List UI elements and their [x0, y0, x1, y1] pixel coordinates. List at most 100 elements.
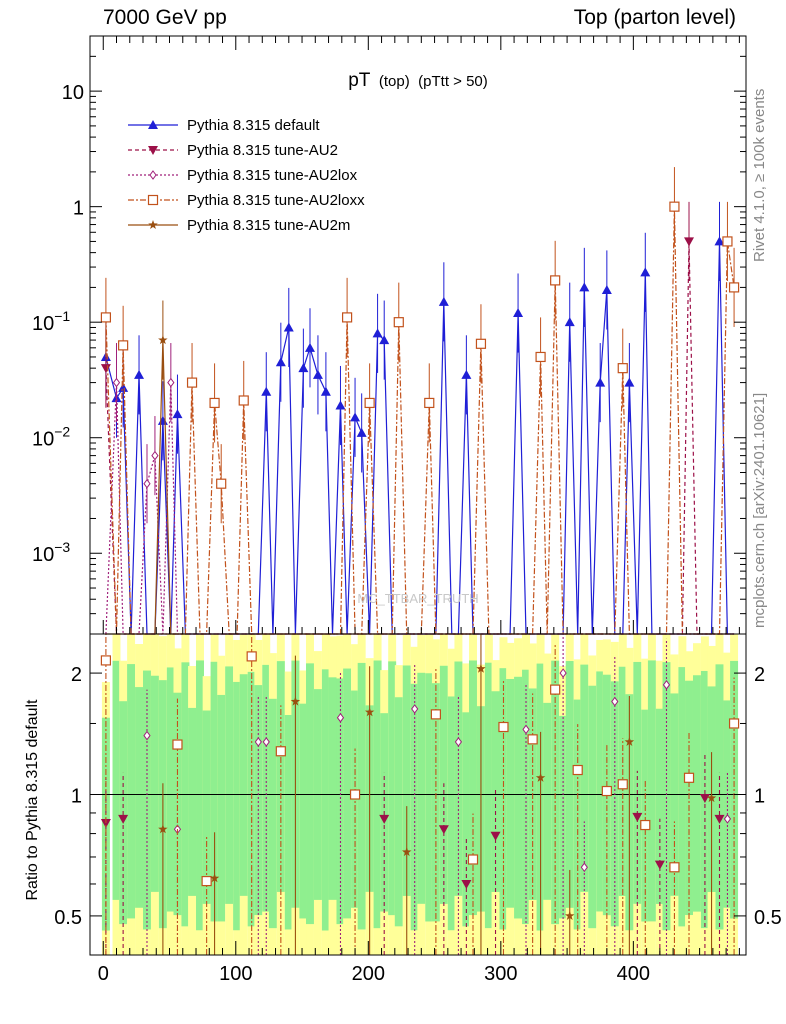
ratio-point-au2 [118, 814, 129, 824]
ratio-point-au2loxx [498, 721, 509, 733]
data-point-default [595, 377, 606, 387]
ratio-band-green [565, 661, 574, 908]
data-point-default [172, 409, 183, 419]
ratio-y-tick-label-right: 1 [754, 786, 765, 808]
data-point-au2loxx [669, 201, 680, 212]
ratio-point-au2m [158, 824, 168, 834]
series-line-au2m [105, 340, 735, 635]
ratio-band-green [276, 661, 285, 892]
ratio-band-green [655, 708, 664, 904]
header-right: Top (parton level) [573, 6, 736, 29]
ratio-point-au2lox [522, 724, 530, 735]
data-point-default [320, 386, 331, 396]
ratio-point-au2m [706, 793, 717, 803]
ratio-band-green [233, 681, 242, 931]
ratio-point-au2loxx [275, 746, 286, 757]
data-point-au2loxx [209, 397, 220, 409]
ratio-y-tick-label-right: 0.5 [754, 907, 782, 929]
ratio-band-green [166, 667, 175, 912]
data-point-au2loxx [100, 312, 112, 323]
ratio-band-green [247, 671, 256, 927]
ratio-y-tick-label: 2 [71, 664, 82, 686]
data-point-default [379, 335, 390, 345]
data-point-au2m [158, 335, 168, 345]
series-line-default [105, 241, 735, 635]
y-tick-exponent: −2 [54, 424, 70, 440]
ratio-band-green [217, 694, 226, 922]
ratio-band-green [402, 665, 411, 896]
ratio-band-green [196, 660, 204, 931]
data-point-default [350, 412, 361, 422]
plot-title: pT (top) (pTtt > 50) [348, 70, 488, 91]
data-point-au2loxx [238, 395, 249, 406]
ratio-point-au2 [438, 825, 449, 835]
ratio-band-green [425, 673, 434, 922]
ratio-point-au2 [714, 814, 725, 824]
data-point-default [624, 377, 635, 387]
ratio-y-tick-label-right: 2 [754, 664, 765, 686]
x-tick-label: 200 [352, 963, 385, 985]
x-tick-label: 400 [617, 963, 650, 985]
legend-label-au2lox: Pythia 8.315 tune-AU2lox [187, 167, 358, 184]
ratio-point-au2loxx [467, 854, 479, 865]
mcplots-label: mcplots.cern.ch [arXiv:2401.10621] [751, 392, 768, 628]
ratio-point-au2loxx [201, 875, 212, 887]
data-point-default [304, 342, 315, 352]
ratio-point-au2lox [559, 668, 567, 678]
data-point-au2 [684, 237, 695, 247]
ratio-point-au2 [100, 818, 111, 828]
header-left: 7000 GeV pp [103, 6, 227, 29]
legend-label-default: Pythia 8.315 default [187, 117, 320, 134]
legend-marker-au2m [148, 220, 158, 229]
ratio-point-au2m [476, 663, 486, 673]
ratio-point-au2loxx [601, 785, 612, 797]
ratio-point-au2 [654, 860, 665, 870]
ratio-band-green [343, 668, 352, 919]
data-point-au2loxx [550, 275, 561, 286]
ratio-point-au2loxx [572, 764, 583, 776]
data-point-default [134, 369, 145, 379]
ratio-point-au2lox [336, 712, 345, 723]
ratio-point-au2lox [611, 696, 619, 707]
data-point-au2loxx [424, 397, 435, 409]
ratio-band-green [484, 662, 493, 929]
x-tick-label: 100 [219, 963, 252, 985]
ratio-point-au2lox [411, 704, 419, 714]
ratio-panel-series [90, 634, 746, 955]
data-point-au2lox [112, 377, 121, 388]
y-tick-exponent: −1 [54, 308, 70, 324]
ratio-band-green [202, 710, 211, 904]
data-point-default [298, 363, 309, 373]
plot-title-main: pT [348, 70, 371, 91]
ratio-band-green [135, 687, 144, 908]
data-point-default [335, 400, 346, 410]
legend: Pythia 8.315 default Pythia 8.315 tune-AU… [128, 117, 365, 234]
ratio-band-green [284, 714, 293, 930]
series-line-au2 [105, 241, 735, 635]
data-point-au2lox [151, 450, 159, 461]
legend-label-au2: Pythia 8.315 tune-AU2 [187, 142, 338, 159]
y-tick-exponent: −3 [54, 539, 70, 555]
ratio-point-au2m [364, 707, 375, 717]
ratio-point-au2lox [580, 862, 588, 873]
ratio-point-au2 [379, 814, 390, 824]
data-point-au2loxx [722, 236, 733, 247]
ratio-band-green [417, 672, 426, 904]
ratio-point-au2m [290, 696, 301, 706]
ratio-point-au2lox [454, 737, 463, 747]
data-point-default [438, 296, 449, 306]
ratio-band-green [112, 660, 121, 900]
legend-marker-au2loxx [147, 194, 159, 206]
data-point-au2loxx [535, 351, 546, 363]
data-point-default [601, 284, 612, 294]
legend-marker-au2 [148, 146, 158, 155]
ratio-series-au2m [158, 634, 717, 955]
data-point-au2lox [143, 478, 151, 489]
ratio-band-green [394, 697, 403, 927]
ratio-band-green [268, 698, 277, 929]
ratio-band-green [143, 670, 151, 930]
ratio-series-au2loxx [100, 634, 740, 955]
ratio-band-green [254, 685, 263, 916]
plot-title-sub: (top) [379, 73, 410, 90]
ratio-band-green [410, 683, 419, 931]
